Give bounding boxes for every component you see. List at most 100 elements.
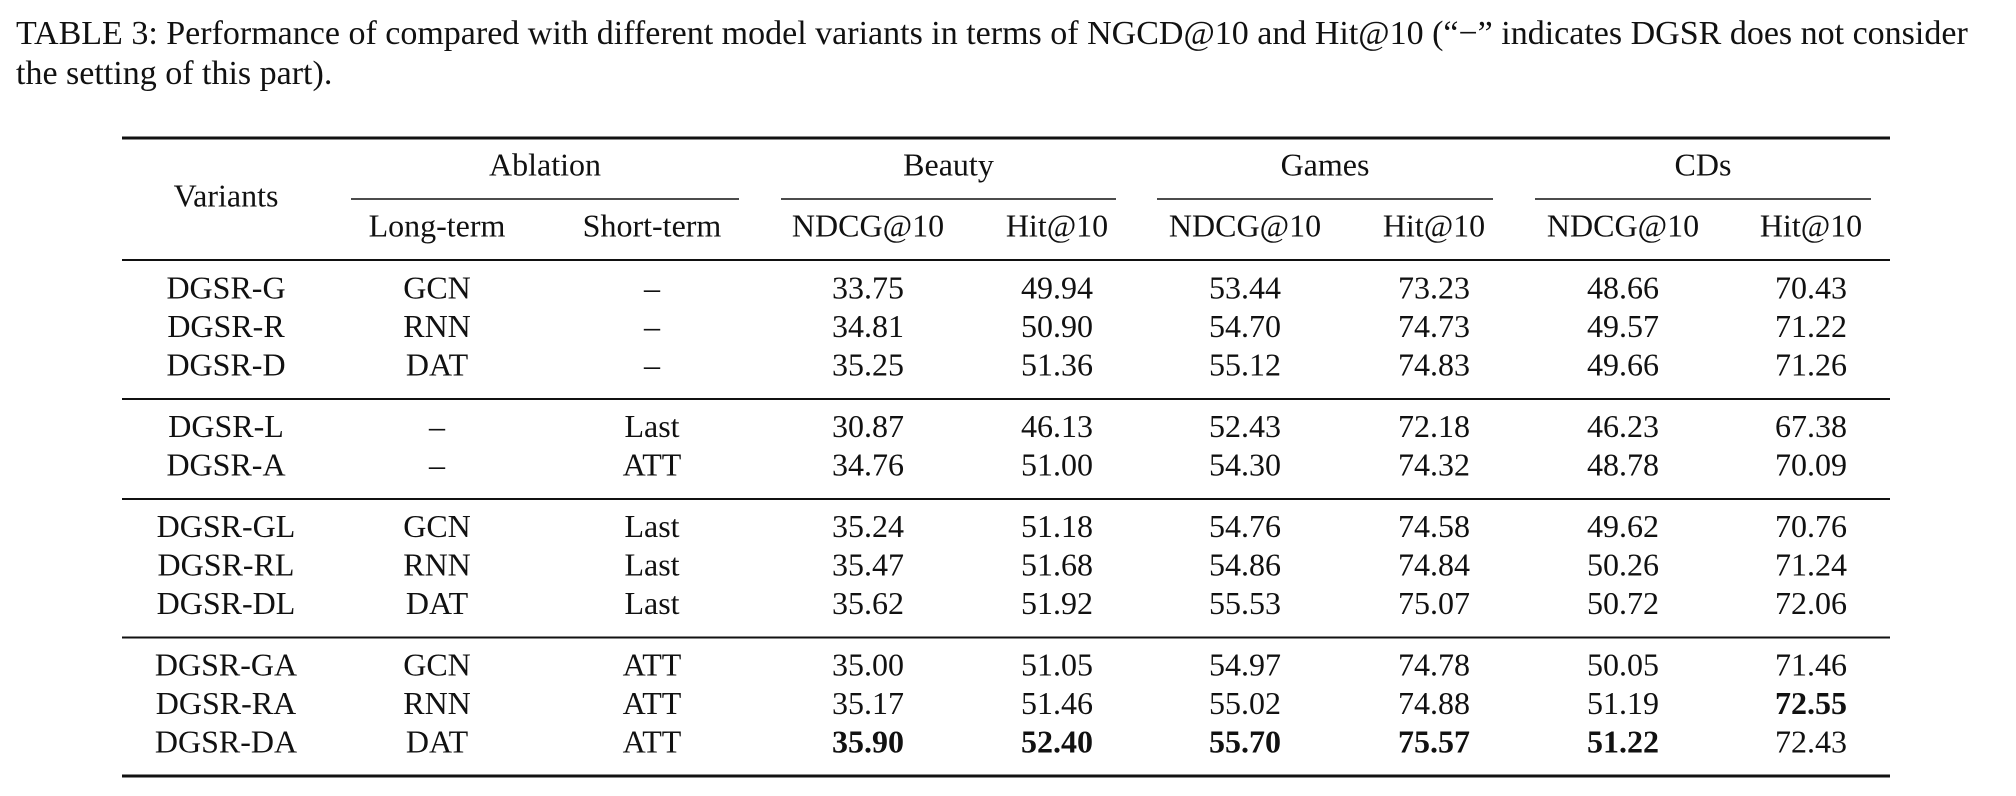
column-header: Long-term bbox=[369, 207, 506, 243]
table-cell: – bbox=[643, 346, 661, 382]
table-cell: 55.02 bbox=[1209, 685, 1281, 721]
table-cell: ATT bbox=[623, 685, 682, 721]
table-cell: Last bbox=[624, 546, 679, 582]
table-cell: 46.23 bbox=[1587, 408, 1659, 444]
column-header: Short-term bbox=[583, 207, 722, 243]
table-cell: RNN bbox=[403, 546, 471, 582]
table-cell: 50.26 bbox=[1587, 546, 1659, 582]
table-cell: 49.94 bbox=[1021, 269, 1093, 305]
row-label: DGSR-RL bbox=[158, 546, 295, 582]
table-cell: 51.22 bbox=[1587, 723, 1659, 759]
table-cell: DAT bbox=[406, 723, 469, 759]
table-cell: 54.30 bbox=[1209, 446, 1281, 482]
column-header: NDCG@10 bbox=[1169, 207, 1321, 243]
column-header: NDCG@10 bbox=[792, 207, 944, 243]
table-cell: 35.25 bbox=[832, 346, 904, 382]
table-cell: 71.26 bbox=[1775, 346, 1847, 382]
table-cell: 50.72 bbox=[1587, 585, 1659, 621]
table-cell: 35.24 bbox=[832, 508, 904, 544]
table-cell: 74.73 bbox=[1398, 308, 1470, 344]
column-header: Hit@10 bbox=[1006, 207, 1108, 243]
table-cell: 74.32 bbox=[1398, 446, 1470, 482]
table-cell: ATT bbox=[623, 646, 682, 682]
column-header: Hit@10 bbox=[1383, 207, 1485, 243]
table-cell: ATT bbox=[623, 723, 682, 759]
table-cell: 71.24 bbox=[1775, 546, 1847, 582]
table-cell: 71.46 bbox=[1775, 646, 1847, 682]
row-label: DGSR-G bbox=[166, 269, 285, 305]
table-cell: ATT bbox=[623, 446, 682, 482]
table-cell: 54.70 bbox=[1209, 308, 1281, 344]
group-header: Games bbox=[1281, 146, 1370, 182]
table-cell: 55.70 bbox=[1209, 723, 1281, 759]
table-cell: 51.46 bbox=[1021, 685, 1093, 721]
table-cell: 51.36 bbox=[1021, 346, 1093, 382]
table-cell: 72.55 bbox=[1775, 685, 1847, 721]
table-cell: DAT bbox=[406, 585, 469, 621]
table-cell: GCN bbox=[403, 646, 471, 682]
table-cell: 52.40 bbox=[1021, 723, 1093, 759]
table-cell: 71.22 bbox=[1775, 308, 1847, 344]
table-cell: 49.57 bbox=[1587, 308, 1659, 344]
table-cell: 53.44 bbox=[1209, 269, 1281, 305]
table-cell: 35.47 bbox=[832, 546, 904, 582]
table-cell: 49.66 bbox=[1587, 346, 1659, 382]
table-cell: 33.75 bbox=[832, 269, 904, 305]
table-cell: 74.83 bbox=[1398, 346, 1470, 382]
table-cell: 72.18 bbox=[1398, 408, 1470, 444]
row-label: DGSR-DA bbox=[155, 723, 297, 759]
table-cell: 72.43 bbox=[1775, 723, 1847, 759]
table-cell: RNN bbox=[403, 685, 471, 721]
table-cell: 50.05 bbox=[1587, 646, 1659, 682]
table-cell: 52.43 bbox=[1209, 408, 1281, 444]
table-cell: – bbox=[428, 408, 446, 444]
table-cell: 46.13 bbox=[1021, 408, 1093, 444]
table-cell: 54.86 bbox=[1209, 546, 1281, 582]
table-cell: DAT bbox=[406, 346, 469, 382]
table-cell: 51.92 bbox=[1021, 585, 1093, 621]
table-cell: 51.68 bbox=[1021, 546, 1093, 582]
table-cell: 50.90 bbox=[1021, 308, 1093, 344]
table-cell: GCN bbox=[403, 508, 471, 544]
table-cell: 51.05 bbox=[1021, 646, 1093, 682]
table-cell: 34.81 bbox=[832, 308, 904, 344]
table-cell: 48.66 bbox=[1587, 269, 1659, 305]
table-cell: 73.23 bbox=[1398, 269, 1470, 305]
row-label: DGSR-RA bbox=[156, 685, 296, 721]
group-header: Ablation bbox=[489, 146, 601, 182]
table-cell: 35.90 bbox=[832, 723, 904, 759]
row-label: DGSR-A bbox=[166, 446, 285, 482]
table-cell: 75.57 bbox=[1398, 723, 1470, 759]
table-cell: 49.62 bbox=[1587, 508, 1659, 544]
column-header: Hit@10 bbox=[1760, 207, 1862, 243]
table-cell: 35.00 bbox=[832, 646, 904, 682]
group-header: CDs bbox=[1675, 146, 1732, 182]
row-label: DGSR-DL bbox=[157, 585, 296, 621]
table-cell: 30.87 bbox=[832, 408, 904, 444]
row-label: DGSR-GL bbox=[157, 508, 296, 544]
table-caption: TABLE 3: Performance of compared with di… bbox=[16, 15, 1968, 92]
table-cell: 70.09 bbox=[1775, 446, 1847, 482]
table-cell: 74.84 bbox=[1398, 546, 1470, 582]
table-cell: 72.06 bbox=[1775, 585, 1847, 621]
table-cell: 70.76 bbox=[1775, 508, 1847, 544]
column-header: NDCG@10 bbox=[1547, 207, 1699, 243]
table-cell: 55.53 bbox=[1209, 585, 1281, 621]
table-cell: 35.62 bbox=[832, 585, 904, 621]
table-cell: 51.00 bbox=[1021, 446, 1093, 482]
table-cell: 51.18 bbox=[1021, 508, 1093, 544]
table-cell: 55.12 bbox=[1209, 346, 1281, 382]
table-cell: 34.76 bbox=[832, 446, 904, 482]
table-cell: GCN bbox=[403, 269, 471, 305]
table-cell: 51.19 bbox=[1587, 685, 1659, 721]
table-cell: Last bbox=[624, 408, 679, 444]
group-header: Beauty bbox=[903, 146, 994, 182]
table-cell: 35.17 bbox=[832, 685, 904, 721]
table-cell: RNN bbox=[403, 308, 471, 344]
row-label: DGSR-R bbox=[167, 308, 285, 344]
row-header: Variants bbox=[174, 177, 279, 213]
table-cell: – bbox=[428, 446, 446, 482]
table-cell: 67.38 bbox=[1775, 408, 1847, 444]
